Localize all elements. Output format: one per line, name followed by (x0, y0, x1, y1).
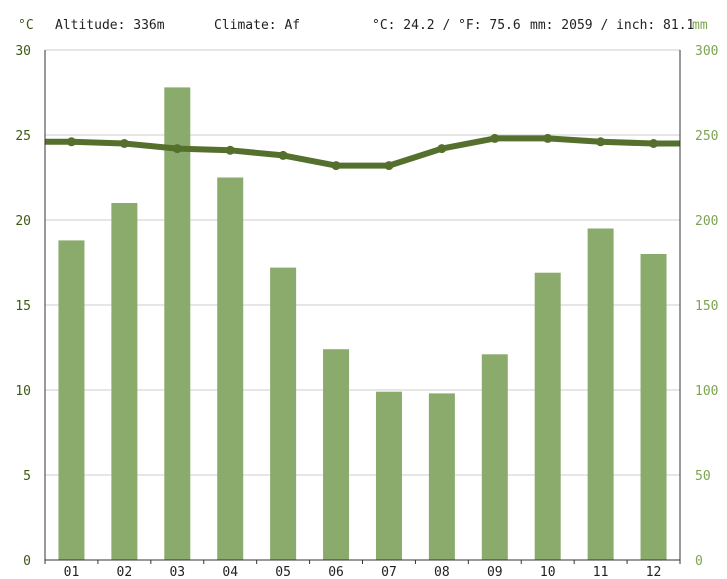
x-axis-tick: 03 (169, 565, 185, 579)
right-axis-tick: 150 (695, 299, 718, 314)
right-axis-tick: 100 (695, 384, 718, 399)
x-axis-tick: 10 (540, 565, 556, 579)
grid-lines (45, 49, 680, 476)
left-axis-tick: 10 (15, 384, 31, 399)
precipitation-bar (428, 393, 455, 560)
temperature-point (331, 161, 341, 171)
temperature-point (649, 139, 659, 148)
x-axis-tick: 06 (328, 565, 344, 579)
right-axis-tick: 50 (695, 469, 711, 484)
left-axis-tick: 5 (23, 469, 31, 484)
left-axis-tick: 15 (15, 299, 31, 314)
x-axis-tick: 05 (275, 565, 291, 579)
temperature-point (384, 161, 394, 171)
precipitation-bar (270, 267, 297, 560)
right-axis-tick: 250 (695, 129, 718, 144)
right-axis-tick: 300 (695, 44, 718, 59)
precipitation-bar (534, 272, 561, 560)
climate-label: Climate: Af (214, 18, 300, 33)
left-axis-tick: 20 (15, 214, 31, 229)
x-axis-tick: 02 (117, 565, 133, 579)
x-axis-tick: 12 (646, 565, 662, 579)
left-axis-tick: 0 (23, 554, 31, 569)
temperature-point (278, 150, 288, 160)
temperature-point (490, 133, 500, 143)
temperature-point (172, 144, 182, 154)
x-axis-tick: 09 (487, 565, 503, 579)
temperature-point (119, 139, 129, 148)
precipitation-bar (217, 177, 244, 560)
temperature-series-line (45, 135, 680, 169)
right-axis-tick: 200 (695, 214, 718, 229)
temperature-line (45, 133, 680, 171)
x-axis-tick: 01 (64, 565, 80, 579)
temperature-point (596, 137, 606, 147)
precipitation-bar (587, 228, 614, 560)
left-axis-unit: °C (18, 18, 34, 33)
precipitation-bar (640, 254, 667, 560)
precipitation-bar (164, 87, 191, 561)
temperature-point (225, 145, 235, 155)
temperature-point (66, 137, 76, 147)
temperature-summary: °C: 24.2 / °F: 75.6 (372, 18, 521, 33)
x-axis-tick: 08 (434, 565, 450, 579)
temperature-point (437, 144, 447, 154)
precipitation-bar (58, 240, 85, 560)
right-axis-tick: 0 (695, 554, 703, 569)
x-axis-tick: 11 (593, 565, 609, 579)
right-axis-unit: mm (692, 18, 708, 33)
precipitation-bars (58, 87, 667, 561)
altitude-label: Altitude: 336m (55, 18, 165, 33)
precipitation-bar (111, 203, 138, 560)
x-axis-tick: 04 (222, 565, 238, 579)
left-axis-tick: 25 (15, 129, 31, 144)
precipitation-bar (481, 354, 508, 560)
precipitation-summary: mm: 2059 / inch: 81.1 (530, 18, 694, 33)
precipitation-bar (375, 391, 402, 560)
temperature-point (543, 133, 553, 143)
left-axis-tick: 30 (15, 44, 31, 59)
x-axis-tick: 07 (381, 565, 397, 579)
precipitation-bar (323, 349, 350, 560)
